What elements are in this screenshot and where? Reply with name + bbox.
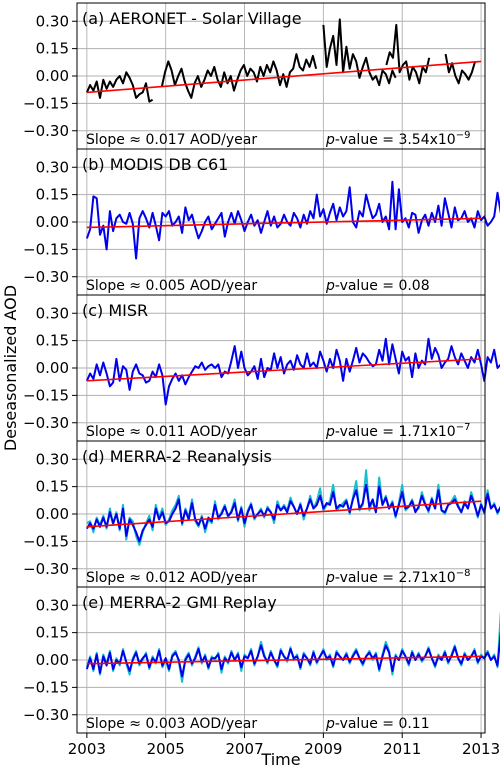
y-tick-label: −0.15 — [23, 532, 69, 550]
y-tick-label: 0.00 — [36, 359, 69, 377]
trend-line — [86, 655, 482, 665]
y-tick-label: 0.15 — [36, 40, 69, 58]
y-tick-label: 0.15 — [36, 478, 69, 496]
y-axis-label: Deseasonalized AOD — [1, 285, 20, 451]
x-tick-label: 2009 — [304, 740, 342, 758]
y-tick-label: −0.30 — [23, 414, 69, 432]
panel-title: (b) MODIS DB C61 — [82, 155, 228, 174]
y-tick-label: 0.30 — [36, 450, 69, 468]
y-tick-label: 0.30 — [36, 596, 69, 614]
pvalue-text: p-value = 2.71x10−8 — [325, 568, 470, 586]
slope-text: Slope ≈ 0.017 AOD/year — [86, 132, 257, 148]
y-tick-label: 0.15 — [36, 624, 69, 642]
trend-line — [86, 217, 482, 229]
x-tick-label: 2003 — [68, 740, 106, 758]
panel-4: −0.30 −0.15 0.00 0.15 0.30 (d) MERRA-2 Reanal… — [23, 440, 500, 592]
y-tick-label: −0.15 — [23, 386, 69, 404]
y-tick-label: 0.30 — [36, 158, 69, 176]
y-tick-label: −0.15 — [23, 678, 69, 696]
x-tick-label: 2013 — [462, 740, 500, 758]
pvalue-text: p-value = 0.08 — [325, 278, 430, 294]
pvalue-text: p-value = 1.71x10−7 — [325, 422, 470, 440]
y-tick-label: 0.00 — [36, 651, 69, 669]
y-tick-label: 0.00 — [36, 67, 69, 85]
panels-layer: −0.30 −0.15 0.00 0.15 0.30 (a) AERONET - Sola… — [23, 2, 500, 758]
x-axis-label: Time — [260, 750, 300, 769]
series-line-blue — [85, 337, 500, 406]
y-tick-label: −0.15 — [23, 94, 69, 112]
panel-3: −0.30 −0.15 0.00 0.15 0.30 (c) MISR Slope ≈ 0.… — [23, 294, 500, 446]
y-tick-label: 0.15 — [36, 332, 69, 350]
trend-line — [86, 358, 482, 382]
panel-1: −0.30 −0.15 0.00 0.15 0.30 (a) AERONET - Sola… — [23, 2, 486, 154]
slope-text: Slope ≈ 0.011 AOD/year — [86, 424, 257, 440]
x-tick-label: 2011 — [383, 740, 421, 758]
pvalue-text: p-value = 0.11 — [325, 716, 430, 732]
series-line-black — [322, 18, 397, 87]
y-tick-label: 0.00 — [36, 213, 69, 231]
panel-title: (e) MERRA-2 GMI Replay — [82, 593, 277, 612]
y-tick-label: −0.15 — [23, 240, 69, 258]
panel-title: (c) MISR — [82, 301, 148, 320]
x-tick-label: 2007 — [225, 740, 263, 758]
pvalue-text: p-value = 3.54x10−9 — [325, 130, 470, 148]
y-tick-label: 0.30 — [36, 304, 69, 322]
trend-line — [86, 500, 482, 528]
panel-5: −0.30 −0.15 0.00 0.15 0.30 (e) MERRA-2 GMI Re… — [23, 586, 500, 738]
series-line-black — [85, 71, 154, 103]
panel-2: −0.30 −0.15 0.00 0.15 0.30 (b) MODIS DB C61 Sl… — [23, 148, 500, 300]
y-tick-label: 0.15 — [36, 186, 69, 204]
y-tick-label: −0.30 — [23, 560, 69, 578]
y-tick-label: 0.30 — [36, 12, 69, 30]
series-line-black — [444, 53, 477, 85]
panel-title: (a) AERONET - Solar Village — [82, 9, 302, 28]
y-tick-label: −0.30 — [23, 268, 69, 286]
series-line-blue — [85, 180, 500, 260]
y-tick-label: −0.30 — [23, 706, 69, 724]
trend-line — [86, 60, 482, 94]
y-tick-label: −0.30 — [23, 122, 69, 140]
series-line-black — [385, 23, 431, 85]
slope-text: Slope ≈ 0.005 AOD/year — [86, 278, 257, 294]
x-tick-label: 2005 — [147, 740, 185, 758]
series-line-black — [160, 53, 318, 99]
slope-text: Slope ≈ 0.012 AOD/year — [86, 570, 257, 586]
slope-text: Slope ≈ 0.003 AOD/year — [86, 716, 257, 732]
panel-title: (d) MERRA-2 Reanalysis — [82, 447, 272, 466]
y-tick-label: 0.00 — [36, 505, 69, 523]
